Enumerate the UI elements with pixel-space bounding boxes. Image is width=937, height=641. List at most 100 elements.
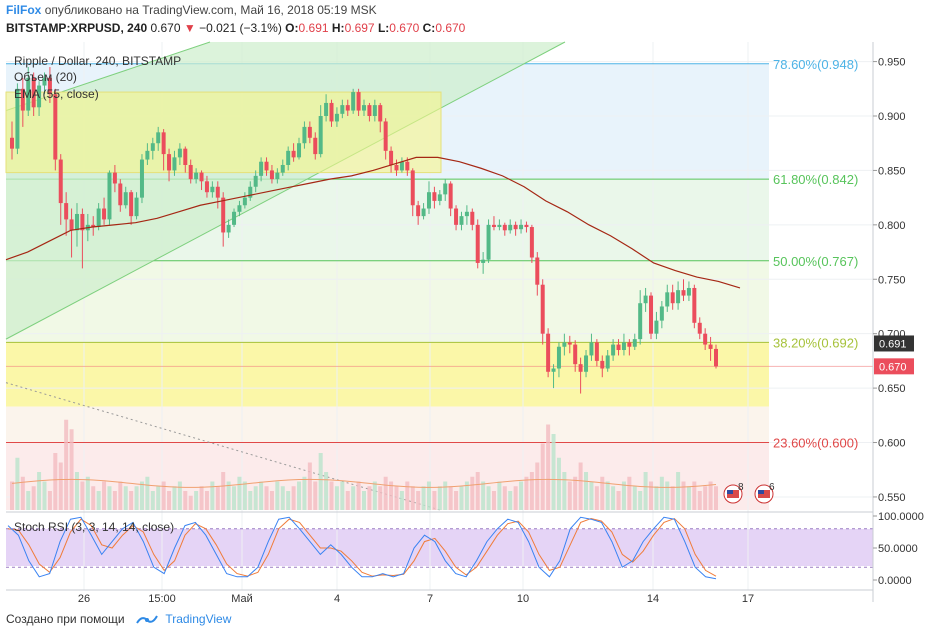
candle-body (470, 211, 475, 225)
volume-bar (708, 481, 713, 510)
volume-bar (269, 491, 274, 510)
volume-bar (199, 486, 204, 510)
volume-bar (210, 481, 215, 510)
volume-bar (318, 453, 323, 510)
volume-bar (134, 486, 139, 510)
price-tick-label: 0.850 (878, 165, 906, 177)
low-label: L: (377, 21, 390, 35)
volume-bar (481, 481, 486, 510)
volume-bar (692, 481, 697, 510)
flag-canton (727, 490, 733, 494)
volume-bar (297, 481, 302, 510)
candle-body (129, 192, 134, 217)
candle-body (69, 219, 74, 231)
candle-body (621, 342, 626, 351)
time-tick-label: 14 (647, 593, 659, 605)
candle-body (47, 77, 52, 95)
volume-bar (345, 491, 350, 510)
candle-body (199, 172, 204, 182)
candle-body (134, 197, 139, 217)
volume-bar (556, 457, 561, 510)
publish-info: опубликовано на TradingView.com, Май 16,… (44, 3, 377, 17)
volume-bar (20, 476, 25, 510)
volume-bar (58, 462, 63, 510)
volume-bar (31, 486, 36, 510)
open-value: 0.691 (298, 21, 329, 35)
volume-bar (69, 429, 74, 510)
volume-bar (85, 476, 90, 510)
volume-bar (145, 476, 150, 510)
author-name[interactable]: FilFox (6, 3, 42, 17)
candle-body (416, 205, 421, 217)
volume-bar (307, 462, 312, 510)
candle-body (632, 339, 637, 347)
stoch-tick-label: 0.0000 (878, 575, 912, 587)
time-tick-label: 17 (742, 593, 754, 605)
candle-body (102, 208, 107, 220)
candle-body (177, 148, 182, 158)
candle-body (221, 197, 226, 233)
volume-bar (426, 481, 431, 510)
candle-body (573, 344, 578, 365)
candle-body (605, 355, 610, 369)
price-tick-label: 0.650 (878, 383, 906, 395)
candle-body (291, 150, 296, 158)
flag-us-icon[interactable]: 8 (723, 482, 744, 504)
volume-bar (242, 481, 247, 510)
volume-bar (621, 481, 626, 510)
candle-body (708, 344, 713, 349)
volume-bar (26, 491, 31, 510)
tradingview-link[interactable]: TradingView (165, 612, 232, 626)
price-tick-label: 0.550 (878, 492, 906, 504)
volume-bar (502, 486, 507, 510)
volume-bar (686, 486, 691, 510)
volume-bar (167, 491, 172, 510)
volume-bar (605, 481, 610, 510)
candle-body (454, 208, 459, 225)
candle-body (394, 164, 399, 171)
volume-bar (443, 481, 448, 510)
fib-label: 61.80%(0.842) (773, 172, 858, 187)
volume-bar (454, 491, 459, 510)
candle-body (459, 216, 464, 225)
fib-label: 23.60%(0.600) (773, 436, 858, 451)
candle-body (567, 342, 572, 345)
ema-line (5, 156, 741, 289)
volume-bar (172, 486, 177, 510)
price-tick-label: 0.750 (878, 274, 906, 286)
candle-body (345, 105, 350, 111)
candle-body (513, 224, 518, 230)
candle-body (448, 183, 453, 209)
volume-bar (470, 476, 475, 510)
candle-body (226, 224, 231, 233)
candle-body (714, 348, 718, 367)
candle-body (145, 150, 150, 160)
candle-body (643, 295, 648, 304)
candle-body (215, 186, 220, 198)
flag-us-icon[interactable]: 6 (754, 482, 775, 504)
candle-body (156, 132, 161, 144)
volume-bar (519, 481, 524, 510)
candle-body (31, 77, 36, 108)
volume-bar (475, 472, 480, 510)
volume-bar (437, 486, 442, 510)
candle-body (204, 181, 209, 193)
ohlc-line: BITSTAMP:XRPUSD, 240 0.670 ▼ −0.021 (−3.… (6, 21, 465, 35)
volume-ma-line (11, 478, 717, 488)
volume-bar (697, 491, 702, 510)
candle-body (10, 137, 14, 149)
time-tick-label: 4 (334, 593, 340, 605)
volume-bar (638, 491, 643, 510)
footer: Создано при помощи TradingView (6, 612, 231, 627)
volume-bar (600, 476, 605, 510)
volume-bar (513, 486, 518, 510)
volume-bar (334, 486, 339, 510)
volume-bar (665, 481, 670, 510)
volume-bar (573, 476, 578, 510)
candle-body (232, 211, 237, 225)
volume-bar (416, 491, 421, 510)
volume-bar (654, 486, 659, 510)
candle-body (107, 172, 112, 220)
candle-body (259, 161, 264, 176)
